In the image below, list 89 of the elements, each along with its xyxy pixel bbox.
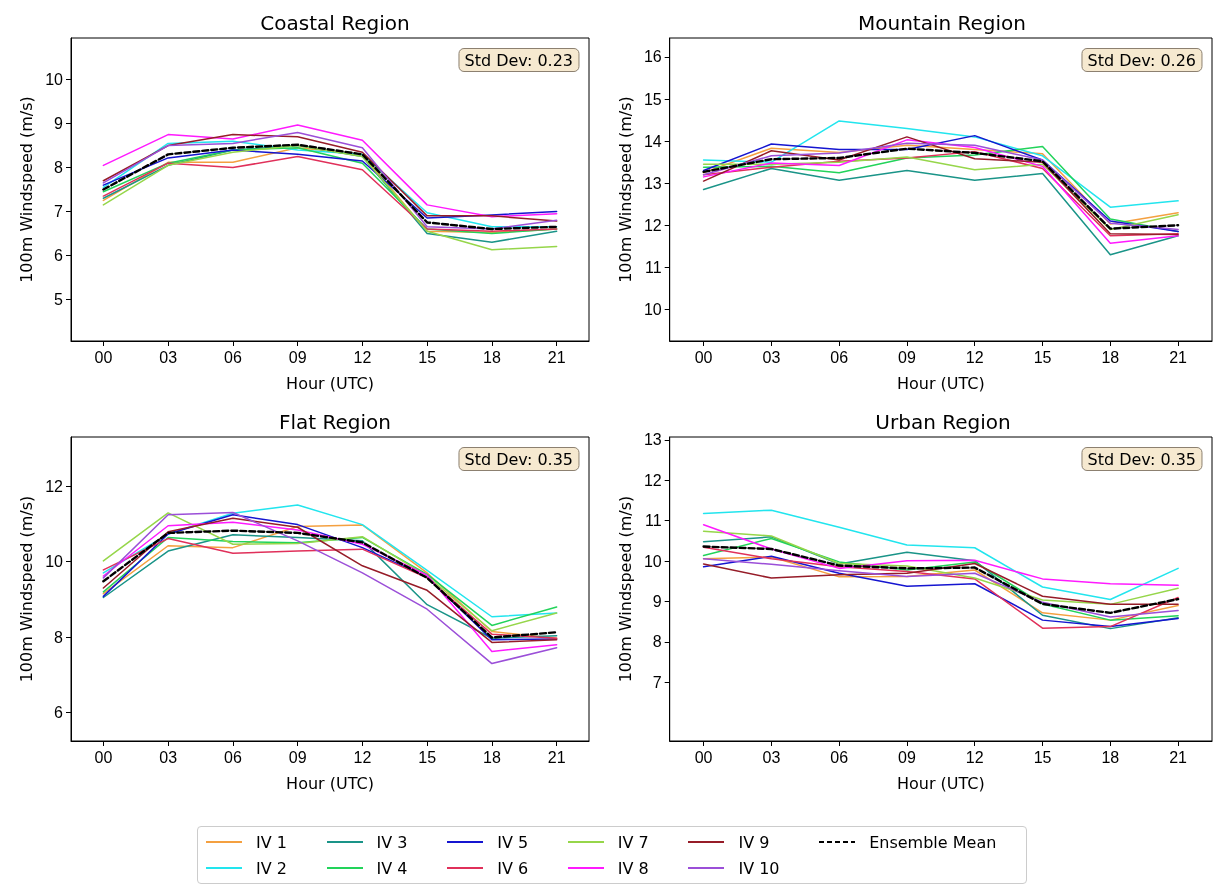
y-tick-label: 11 bbox=[645, 258, 662, 276]
x-tick-label: 03 bbox=[762, 348, 781, 366]
line-series bbox=[702, 530, 1179, 606]
x-tick-label: 15 bbox=[418, 748, 437, 766]
line-series bbox=[702, 523, 1179, 587]
legend-label: IV 7 bbox=[617, 832, 649, 852]
x-tick-label: 03 bbox=[762, 748, 781, 766]
x-axis-title: Hour (UTC) bbox=[286, 373, 374, 393]
x-tick-label: 21 bbox=[1169, 748, 1188, 766]
chart-title: Flat Region bbox=[279, 410, 391, 434]
x-tick-label: 00 bbox=[694, 748, 713, 766]
x-tick-label: 21 bbox=[1169, 348, 1188, 366]
annotation: Std Dev: 0.35 bbox=[464, 449, 573, 469]
x-tick-label: 18 bbox=[482, 748, 501, 766]
x-tick-label: 03 bbox=[159, 748, 178, 766]
y-tick-label: 10 bbox=[45, 553, 64, 571]
legend-label: IV 6 bbox=[497, 858, 529, 878]
y-tick-label: 16 bbox=[643, 48, 662, 66]
x-tick-label: 18 bbox=[1101, 348, 1120, 366]
y-tick-label: 10 bbox=[643, 552, 662, 570]
x-axis-title: Hour (UTC) bbox=[896, 373, 985, 393]
y-axis-title: 100m Windspeed (m/s) bbox=[16, 96, 36, 283]
y-tick-label: 10 bbox=[45, 71, 64, 89]
x-tick-label: 09 bbox=[898, 348, 916, 366]
x-tick-label: 00 bbox=[94, 348, 113, 366]
x-tick-label: 18 bbox=[1101, 748, 1120, 766]
y-tick-label: 12 bbox=[643, 471, 662, 489]
y-tick-label: 7 bbox=[652, 673, 662, 691]
y-tick-label: 6 bbox=[54, 246, 64, 264]
x-tick-label: 12 bbox=[965, 348, 984, 366]
annotation: Std Dev: 0.35 bbox=[1087, 449, 1196, 469]
x-tick-label: 21 bbox=[547, 748, 566, 766]
x-tick-label: 15 bbox=[1033, 748, 1052, 766]
y-axis-title: 100m Windspeed (m/s) bbox=[615, 495, 635, 683]
legend-label: IV 9 bbox=[738, 832, 770, 852]
x-tick-label: 18 bbox=[482, 348, 501, 366]
x-tick-label: 09 bbox=[288, 348, 307, 366]
y-tick-label: 9 bbox=[54, 115, 64, 133]
x-tick-label: 06 bbox=[223, 348, 242, 366]
legend-label: IV 8 bbox=[617, 858, 649, 878]
chart-title: Urban Region bbox=[875, 410, 1011, 434]
x-tick-label: 00 bbox=[694, 348, 713, 366]
y-tick-label: 12 bbox=[45, 477, 64, 495]
y-tick-label: 8 bbox=[652, 633, 662, 651]
x-tick-label: 09 bbox=[898, 748, 916, 766]
legend-label: IV 1 bbox=[256, 832, 287, 852]
x-tick-label: 00 bbox=[94, 748, 113, 766]
y-tick-label: 14 bbox=[643, 132, 662, 150]
legend-label: IV 3 bbox=[376, 832, 408, 852]
legend-label: Ensemble Mean bbox=[869, 832, 997, 852]
line-series bbox=[702, 120, 1179, 208]
y-tick-label: 13 bbox=[643, 174, 662, 192]
x-axis-title: Hour (UTC) bbox=[896, 773, 985, 793]
x-tick-label: 12 bbox=[353, 348, 372, 366]
x-tick-label: 06 bbox=[830, 348, 849, 366]
y-tick-label: 9 bbox=[652, 593, 662, 611]
x-axis-title: Hour (UTC) bbox=[286, 773, 374, 793]
y-tick-label: 11 bbox=[645, 512, 662, 530]
x-tick-label: 15 bbox=[1033, 348, 1052, 366]
line-series bbox=[702, 545, 1180, 615]
y-axis-title: 100m Windspeed (m/s) bbox=[16, 495, 36, 683]
x-tick-label: 09 bbox=[288, 748, 307, 766]
y-tick-label: 8 bbox=[54, 159, 64, 177]
y-tick-label: 12 bbox=[643, 216, 662, 234]
line-series bbox=[702, 562, 1179, 606]
legend-label: IV 2 bbox=[256, 858, 287, 878]
annotation: Std Dev: 0.26 bbox=[1087, 50, 1196, 70]
legend-label: IV 10 bbox=[738, 858, 780, 878]
x-tick-label: 21 bbox=[547, 348, 566, 366]
y-tick-label: 15 bbox=[643, 90, 662, 108]
y-tick-label: 7 bbox=[54, 202, 64, 220]
y-tick-label: 5 bbox=[54, 290, 64, 308]
x-tick-label: 12 bbox=[353, 748, 372, 766]
legend-label: IV 5 bbox=[497, 832, 529, 852]
y-axis-title: 100m Windspeed (m/s) bbox=[615, 96, 635, 283]
annotation: Std Dev: 0.23 bbox=[464, 50, 573, 70]
chart-title: Coastal Region bbox=[260, 11, 410, 35]
x-tick-label: 03 bbox=[159, 348, 178, 366]
y-tick-label: 8 bbox=[54, 628, 64, 646]
y-tick-label: 13 bbox=[643, 431, 662, 449]
line-series bbox=[702, 509, 1179, 601]
x-tick-label: 06 bbox=[223, 748, 242, 766]
chart-title: Mountain Region bbox=[858, 11, 1026, 35]
x-tick-label: 15 bbox=[418, 348, 437, 366]
y-tick-label: 10 bbox=[643, 300, 662, 318]
legend-label: IV 4 bbox=[376, 858, 408, 878]
x-tick-label: 12 bbox=[965, 748, 984, 766]
x-tick-label: 06 bbox=[830, 748, 849, 766]
y-tick-label: 6 bbox=[54, 704, 64, 722]
